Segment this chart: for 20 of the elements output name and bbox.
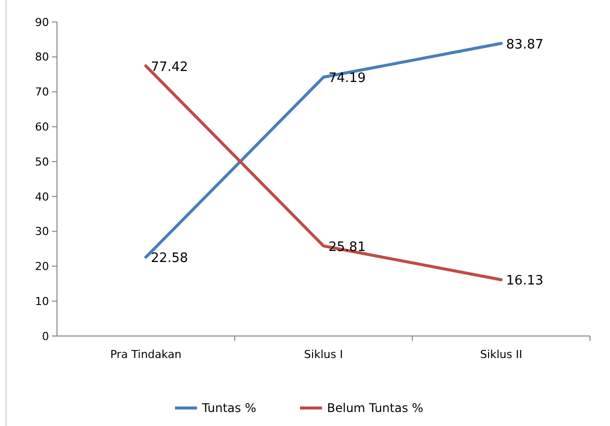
y-tick-label: 80 (35, 50, 49, 64)
y-tick-label: 70 (35, 86, 49, 99)
y-tick-label: 50 (35, 155, 49, 168)
y-tick-label: 30 (35, 225, 49, 238)
legend-label: Belum Tuntas % (327, 401, 424, 415)
x-tick-label: Pra Tindakan (110, 348, 182, 361)
y-tick-label: 60 (35, 120, 49, 134)
data-label: 74.19 (328, 71, 366, 86)
y-tick-label: 90 (35, 16, 49, 29)
data-label: 16.13 (506, 274, 544, 289)
y-tick-label: 10 (35, 294, 49, 308)
y-tick-label: 0 (42, 330, 49, 343)
data-label: 77.42 (150, 60, 188, 75)
y-tick-label: 40 (35, 190, 49, 204)
x-tick-label: Siklus I (304, 348, 343, 361)
y-tick-label: 20 (35, 260, 49, 274)
x-tick-label: Siklus II (480, 348, 522, 361)
data-label: 22.58 (150, 251, 188, 266)
legend-label: Tuntas % (201, 401, 256, 415)
data-label: 83.87 (506, 37, 544, 52)
